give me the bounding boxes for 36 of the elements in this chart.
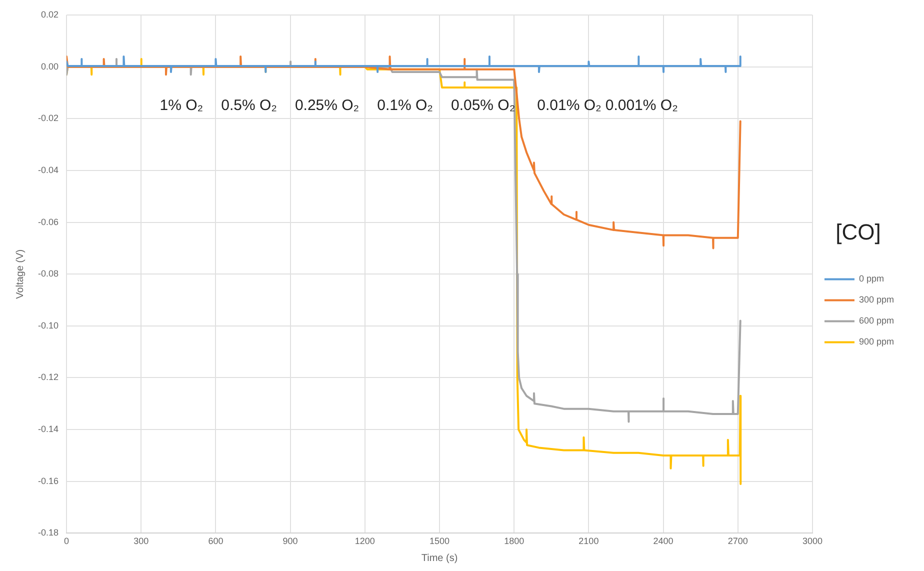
y-tick-label: -0.04	[38, 164, 59, 175]
x-tick-label: 2700	[728, 536, 748, 546]
y-tick-label: -0.06	[38, 216, 59, 227]
annotation: 0.001% O₂	[605, 96, 678, 114]
x-tick-label: 2400	[653, 536, 674, 546]
y-tick-label: 0.00	[40, 61, 59, 72]
x-tick-label: 300	[134, 536, 149, 546]
legend-label: 600 ppm	[858, 316, 894, 326]
y-tick-label: -0.02	[38, 113, 59, 124]
annotation: 1% O₂	[160, 96, 204, 114]
x-tick-label: 3000	[802, 536, 822, 546]
y-tick-label: -0.18	[38, 528, 59, 538]
legend-label: 300 ppm	[858, 294, 894, 305]
y-axis-title: Voltage (V)	[14, 249, 26, 299]
x-tick-label: 600	[208, 536, 224, 546]
y-tick-label: 0.02	[40, 9, 59, 20]
y-tick-label: -0.12	[38, 372, 59, 382]
legend-label: 900 ppm	[858, 336, 894, 347]
x-tick-label: 900	[282, 536, 298, 546]
x-axis-title: Time (s)	[421, 552, 458, 564]
x-tick-label: 1500	[429, 536, 450, 546]
y-tick-label: -0.16	[38, 476, 59, 486]
y-tick-label: -0.10	[38, 320, 59, 330]
y-tick-label: -0.14	[38, 424, 59, 434]
x-tick-label: 0	[64, 536, 70, 546]
annotation: 0.1% O₂	[377, 96, 434, 114]
x-tick-label: 1200	[354, 536, 375, 546]
legend-label: 0 ppm	[858, 274, 884, 284]
y-tick-label: -0.08	[38, 268, 59, 279]
x-tick-label: 1800	[504, 536, 524, 546]
annotation: 0.25% O₂	[294, 96, 360, 114]
x-tick-label: 2100	[578, 536, 599, 546]
annotation: 0.5% O₂	[221, 96, 278, 114]
annotation: 0.01% O₂	[537, 96, 602, 114]
annotation: 0.05% O₂	[450, 96, 516, 114]
legend-title: [CO]	[836, 219, 881, 244]
